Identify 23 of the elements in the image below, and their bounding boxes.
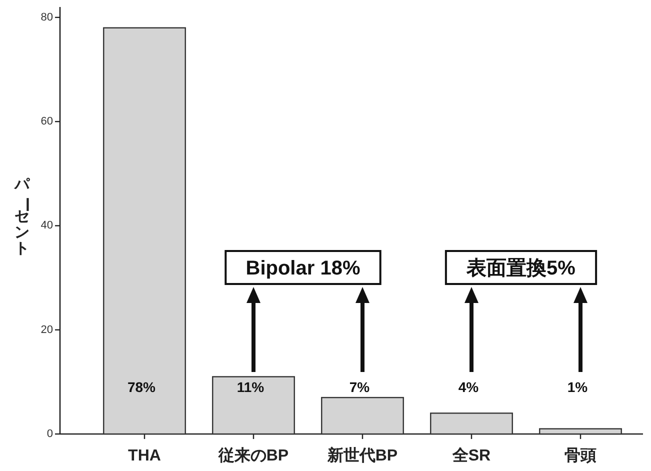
- bar: [103, 27, 186, 435]
- data-label: 78%: [127, 379, 156, 395]
- bar: [539, 428, 622, 435]
- bar: [430, 412, 513, 435]
- annotation: Bipolar 18%: [246, 258, 360, 280]
- data-label: 1%: [567, 379, 588, 395]
- y-tick-label: 60: [40, 116, 53, 128]
- bar: [212, 376, 295, 435]
- x-tick-label: 従来のBP: [217, 446, 289, 464]
- x-tick-label: 新世代BP: [326, 446, 398, 464]
- y-tick-label: 80: [40, 11, 53, 24]
- data-label: 4%: [458, 379, 480, 395]
- data-label: 11%: [236, 379, 265, 395]
- x-tick-label: 全SR: [451, 446, 492, 464]
- y-axis-title: パーセント: [14, 176, 36, 256]
- x-tick-label: THA: [128, 448, 162, 464]
- data-label: 7%: [349, 379, 370, 395]
- y-tick-label: 0: [46, 428, 53, 440]
- y-tick-label: 40: [40, 220, 53, 232]
- y-tick-label: 20: [40, 324, 53, 336]
- annotation: 表面置換5%: [466, 258, 576, 280]
- bar: [321, 396, 404, 435]
- x-tick-label: 骨頭: [564, 448, 596, 464]
